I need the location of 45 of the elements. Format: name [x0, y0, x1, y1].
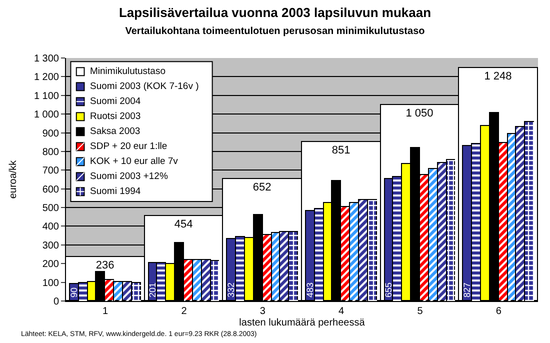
legend-label: Minimikulutustaso [90, 66, 166, 77]
data-label: 1 248 [484, 70, 512, 82]
y-tick-label: 1 300 [34, 54, 60, 64]
data-label: 851 [332, 144, 350, 156]
data-label: 90 [69, 287, 79, 298]
data-label: 332 [226, 282, 236, 298]
data-label: 201 [148, 282, 158, 298]
chart-title: Lapsilisävertailua vuonna 2003 lapsiluvun mukaan [118, 5, 432, 20]
legend-label: Saksa 2003 [90, 126, 140, 137]
y-tick-label: 0 [53, 296, 60, 308]
x-axis-title: lasten lukumäärä perheessä [239, 318, 366, 328]
legend-label: Suomi 1994 [90, 186, 141, 197]
chart-subtitle: Vertailukohtana toimeentulotuen perusosan minimikulutustaso [125, 26, 425, 38]
y-tick-label: 900 [42, 128, 60, 140]
data-label: 827 [462, 282, 472, 298]
legend-label: SDP + 20 eur 1:lle [90, 141, 168, 152]
legend-label: Suomi 2003 +12% [90, 171, 168, 182]
legend-label: Suomi 2003 (KOK 7-16v ) [90, 81, 199, 92]
y-tick-label: 300 [42, 240, 60, 252]
data-label: 454 [174, 218, 193, 230]
x-tick-label: 5 [417, 306, 424, 317]
data-label: 652 [252, 182, 272, 194]
x-tick-label: 4 [338, 306, 345, 317]
legend-label: Suomi 2004 [90, 96, 141, 107]
legend-label: KOK + 10 eur alle 7v [90, 156, 178, 167]
x-tick-label: 6 [496, 306, 502, 317]
legend-label: Ruotsi 2003 [90, 111, 141, 122]
y-tick-label: 200 [42, 259, 60, 270]
y-tick-label: 1 100 [34, 90, 60, 102]
y-tick-label: 700 [42, 166, 60, 177]
x-tick-label: 2 [181, 306, 188, 317]
y-tick-label: 400 [42, 222, 60, 233]
y-tick-label: 1 200 [34, 72, 60, 84]
data-label: 655 [384, 282, 394, 298]
y-tick-label: 1 000 [34, 110, 60, 121]
x-tick-label: 1 [102, 306, 109, 317]
data-label: 483 [305, 282, 315, 298]
data-label: 1 050 [406, 108, 434, 120]
data-label: 236 [96, 260, 114, 272]
y-tick-label: 500 [42, 203, 60, 214]
x-tick-label: 3 [260, 306, 266, 317]
y-tick-label: 600 [42, 184, 60, 196]
y-axis-title: euroa/kk [8, 159, 19, 199]
y-tick-label: 100 [42, 278, 60, 289]
y-tick-label: 800 [42, 146, 60, 158]
